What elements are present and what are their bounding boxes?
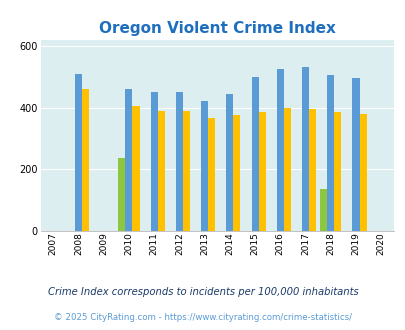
Bar [276,69,283,231]
Bar [132,106,139,231]
Bar [75,74,82,231]
Text: Crime Index corresponds to incidents per 100,000 inhabitants: Crime Index corresponds to incidents per… [47,287,358,297]
Bar [200,101,208,231]
Bar [118,158,125,231]
Bar [233,115,240,231]
Bar [358,114,366,231]
Title: Oregon Violent Crime Index: Oregon Violent Crime Index [98,21,335,36]
Bar [175,92,182,231]
Bar [251,77,258,231]
Text: © 2025 CityRating.com - https://www.cityrating.com/crime-statistics/: © 2025 CityRating.com - https://www.city… [54,313,351,322]
Bar [150,92,157,231]
Bar [82,89,89,231]
Bar [125,89,132,231]
Bar [226,94,233,231]
Bar [333,112,341,231]
Bar [301,67,308,231]
Bar [208,118,215,231]
Bar [258,112,265,231]
Bar [157,111,164,231]
Bar [283,108,290,231]
Bar [308,109,315,231]
Bar [326,75,333,231]
Bar [182,111,190,231]
Bar [320,189,326,231]
Bar [352,78,358,231]
